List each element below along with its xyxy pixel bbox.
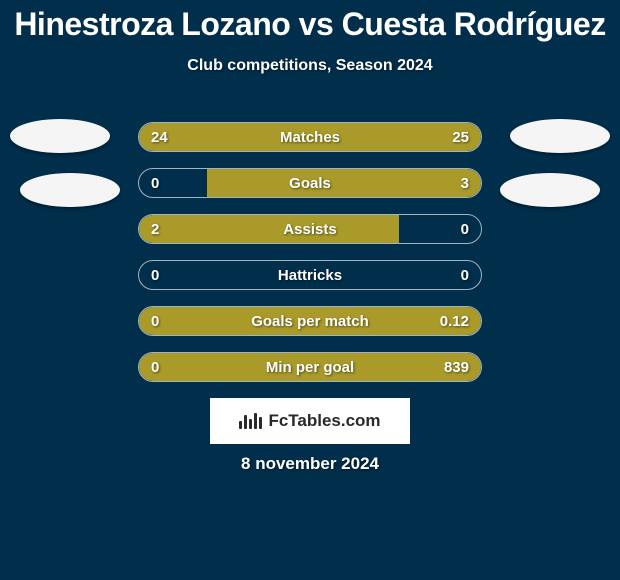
comparison-infographic: Hinestroza Lozano vs Cuesta Rodríguez Cl…	[0, 0, 620, 580]
stat-value-left: 24	[151, 123, 168, 151]
stat-value-left: 0	[151, 261, 159, 289]
brand-badge: FcTables.com	[210, 398, 410, 444]
stat-bar-fill	[139, 123, 481, 151]
stat-value-right: 3	[461, 169, 469, 197]
page-subtitle: Club competitions, Season 2024	[0, 57, 620, 75]
stat-row: Hattricks0 0	[138, 260, 482, 290]
stat-value-right: 25	[452, 123, 469, 151]
player-left-avatar-1	[10, 119, 110, 153]
stat-row: Min per goal0839	[138, 352, 482, 382]
stat-value-right: 0	[461, 215, 469, 243]
player-left-avatar-2	[20, 173, 120, 207]
stat-value-right: 0.12	[440, 307, 469, 335]
stat-row: Matches2425	[138, 122, 482, 152]
brand-text: FcTables.com	[268, 411, 380, 431]
stat-value-right: 0	[461, 261, 469, 289]
page-title: Hinestroza Lozano vs Cuesta Rodríguez	[0, 0, 620, 43]
stat-row: Goals03	[138, 168, 482, 198]
stat-row: Goals per match00.12	[138, 306, 482, 336]
date-text: 8 november 2024	[0, 454, 620, 474]
stat-bar-left	[139, 215, 399, 243]
bars-icon	[239, 413, 262, 429]
player-right-avatar-2	[500, 173, 600, 207]
stat-value-left: 0	[151, 169, 159, 197]
stat-bar-right	[207, 169, 481, 197]
player-right-avatar-1	[510, 119, 610, 153]
stat-value-left: 0	[151, 353, 159, 381]
stat-value-left: 2	[151, 215, 159, 243]
stats-panel: Matches2425Goals03Assists20Hattricks00Go…	[138, 122, 482, 398]
stat-label: Hattricks	[139, 261, 481, 289]
stat-bar-right	[139, 307, 481, 335]
stat-bar-right	[139, 353, 481, 381]
stat-value-left: 0	[151, 307, 159, 335]
stat-row: Assists20	[138, 214, 482, 244]
stat-value-right: 839	[444, 353, 469, 381]
